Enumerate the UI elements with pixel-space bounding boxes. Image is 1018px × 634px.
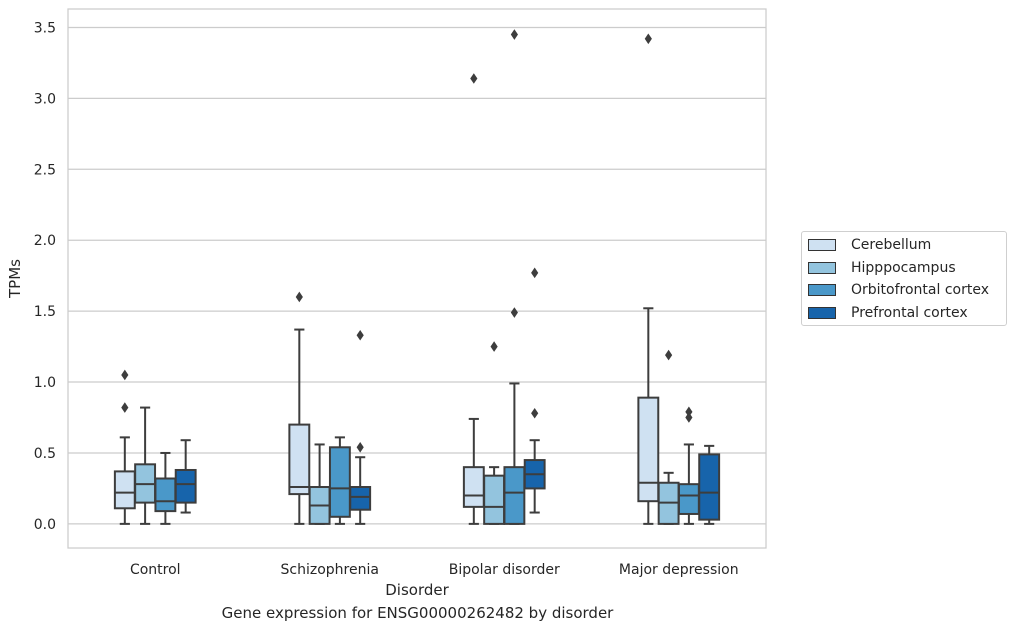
- outlier-point: [665, 349, 673, 361]
- box-iqr: [483, 474, 506, 525]
- box-iqr: [288, 423, 311, 496]
- box-iqr: [637, 396, 660, 503]
- legend-item: Orbitofrontal cortex: [808, 281, 989, 299]
- outlier-point: [121, 369, 129, 381]
- outlier-point: [295, 291, 303, 303]
- legend-swatch: [808, 239, 836, 251]
- outlier-point: [356, 442, 364, 453]
- plot-area-frame: [67, 8, 767, 549]
- box-0-1: [288, 291, 311, 525]
- box-iqr: [154, 477, 177, 513]
- box-iqr: [349, 486, 372, 511]
- box-groups: [113, 29, 721, 525]
- outlier-point: [121, 402, 129, 413]
- y-tick-label: 3.0: [34, 91, 56, 107]
- y-tick-label: 1.0: [34, 375, 56, 391]
- box-3-3: [698, 444, 721, 525]
- y-tick-label: 2.5: [34, 162, 56, 178]
- y-tick-label: 2.0: [34, 233, 56, 249]
- outlier-point: [531, 407, 539, 419]
- outlier-point: [685, 406, 693, 418]
- box-iqr: [677, 483, 700, 515]
- legend-label: Hipppocampus: [851, 259, 956, 276]
- x-tick-label: Bipolar disorder: [449, 562, 560, 578]
- outlier-point: [531, 267, 539, 279]
- box-3-0: [174, 439, 197, 514]
- y-tick-label: 0.0: [34, 517, 56, 533]
- legend-label: Orbitofrontal cortex: [851, 282, 989, 298]
- legend-swatch: [808, 261, 836, 274]
- box-iqr: [174, 468, 197, 504]
- x-tick-labels: Control Schizophrenia Bipolar disorder Majo…: [130, 562, 739, 578]
- box-2-1: [328, 436, 351, 525]
- box-1-2: [483, 341, 506, 525]
- legend-label: Prefrontal cortex: [851, 304, 968, 321]
- box-iqr: [462, 466, 485, 508]
- box-0-2: [462, 73, 485, 525]
- box-2-3: [677, 406, 700, 525]
- x-tick-label: Control: [130, 562, 181, 578]
- box-iqr: [698, 453, 721, 521]
- x-tick-label: Major depression: [619, 562, 739, 578]
- box-2-0: [154, 451, 177, 525]
- box-iqr: [328, 446, 351, 518]
- figure-caption: Gene expression for ENSG00000262482 by d…: [221, 604, 614, 622]
- legend-swatch: [808, 306, 836, 319]
- box-3-2: [523, 267, 546, 514]
- y-tick-labels: 0.0 0.5 1.0 1.5 2.0 2.5 3.0 3.5: [34, 20, 56, 532]
- box-0-3: [637, 33, 660, 525]
- legend-item: Prefrontal cortex: [808, 304, 968, 322]
- outlier-point: [644, 33, 652, 45]
- legend-item: Cerebellum: [808, 236, 931, 254]
- x-tick-label: Schizophrenia: [281, 562, 379, 578]
- y-tick-label: 1.5: [34, 304, 56, 320]
- box-iqr: [503, 466, 526, 525]
- outlier-point: [356, 329, 364, 341]
- box-iqr: [113, 470, 136, 510]
- outlier-point: [510, 307, 518, 318]
- box-3-1: [349, 329, 372, 525]
- outlier-point: [470, 73, 478, 84]
- box-2-2: [503, 29, 526, 525]
- legend-swatch: [808, 284, 836, 296]
- box-1-3: [657, 349, 680, 525]
- y-axis-title: TPMs: [6, 259, 24, 299]
- outlier-point: [490, 341, 498, 352]
- box-1-0: [134, 406, 157, 525]
- legend-item: Hipppocampus: [808, 259, 956, 277]
- x-axis-title: Disorder: [385, 581, 449, 599]
- y-gridlines: [68, 26, 766, 525]
- y-tick-label: 3.5: [34, 20, 56, 36]
- y-tick-label: 0.5: [34, 446, 56, 462]
- outlier-point: [685, 412, 693, 423]
- legend: Cerebellum Hipppocampus Orbitofrontal cort…: [801, 231, 1007, 326]
- box-0-0: [113, 369, 136, 525]
- outlier-point: [510, 29, 518, 40]
- box-1-1: [308, 443, 331, 525]
- legend-label: Cerebellum: [851, 237, 932, 253]
